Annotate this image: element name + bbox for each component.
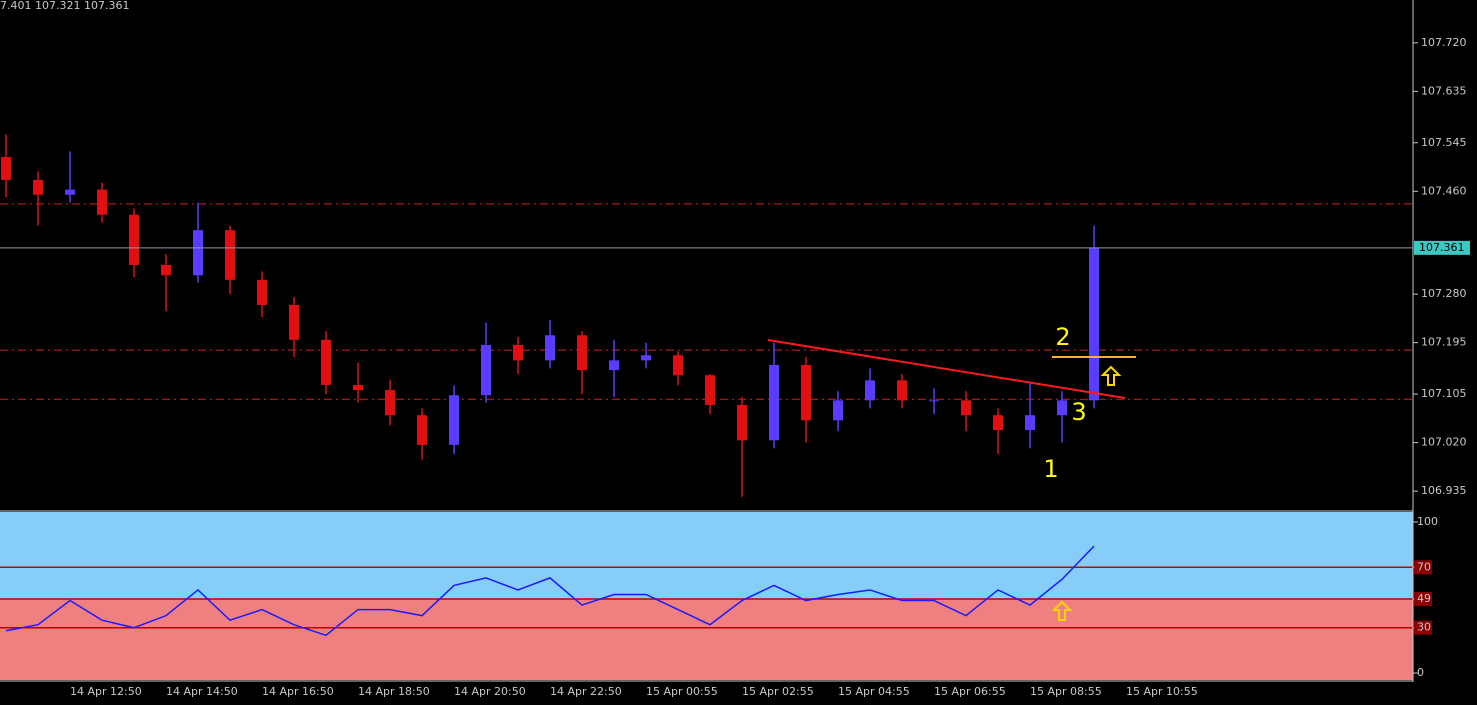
y-tick-label: 100 xyxy=(1417,515,1438,528)
up-arrow xyxy=(1051,600,1073,621)
candle-body xyxy=(1,157,11,180)
candle-body xyxy=(513,344,523,361)
level-label-box xyxy=(1414,560,1432,575)
candle-body xyxy=(225,230,235,280)
x-tick-label: 14 Apr 16:50 xyxy=(262,685,334,698)
y-tick-label: 107.195 xyxy=(1421,336,1467,349)
candle-body xyxy=(385,390,395,416)
y-tick-label: 49 xyxy=(1417,592,1431,605)
x-tick-label: 15 Apr 06:55 xyxy=(934,685,1006,698)
rsi-line xyxy=(5,545,1095,637)
y-tick-label: 107.105 xyxy=(1421,387,1467,400)
candle-body xyxy=(289,304,299,340)
x-tick-label: 15 Apr 08:55 xyxy=(1030,685,1102,698)
candle-body xyxy=(897,380,907,401)
candle-body xyxy=(641,355,651,361)
wave-label: 2 xyxy=(1055,323,1070,351)
candle-body xyxy=(545,335,555,361)
x-tick-label: 15 Apr 02:55 xyxy=(742,685,814,698)
x-tick-label: 14 Apr 18:50 xyxy=(358,685,430,698)
header-prices: 7.401 107.321 107.361 xyxy=(0,0,129,12)
candle-body xyxy=(353,384,363,391)
candle-body xyxy=(129,214,139,265)
x-tick-label: 14 Apr 14:50 xyxy=(166,685,238,698)
candle-body xyxy=(673,355,683,376)
trendline xyxy=(767,339,1126,399)
candle-body xyxy=(417,415,427,445)
candle-body xyxy=(1025,415,1035,431)
x-tick-label: 14 Apr 20:50 xyxy=(454,685,526,698)
oversold-zone xyxy=(0,599,1413,680)
x-tick-label: 15 Apr 10:55 xyxy=(1126,685,1198,698)
x-tick-label: 15 Apr 00:55 xyxy=(646,685,718,698)
x-tick-label: 15 Apr 04:55 xyxy=(838,685,910,698)
y-tick-label: 106.935 xyxy=(1421,484,1467,497)
level-label-box xyxy=(1414,620,1432,635)
y-tick-label: 0 xyxy=(1417,666,1424,679)
candle-body xyxy=(769,364,779,441)
candle-body xyxy=(961,400,971,416)
rsi-panel xyxy=(0,512,1413,680)
candle-body xyxy=(321,339,331,385)
y-tick-label: 70 xyxy=(1417,560,1431,573)
y-tick-label: 107.635 xyxy=(1421,84,1467,97)
x-tick-label: 14 Apr 22:50 xyxy=(550,685,622,698)
y-tick-label: 107.460 xyxy=(1421,184,1467,197)
candle-body xyxy=(801,364,811,421)
candle-body xyxy=(609,360,619,371)
wave-label: 1 xyxy=(1043,455,1058,483)
y-tick-label: 107.545 xyxy=(1421,136,1467,149)
candle-body xyxy=(161,264,171,276)
candle-body xyxy=(65,189,75,195)
candle-body xyxy=(1057,400,1067,416)
y-tick-label: 30 xyxy=(1417,621,1431,634)
candle-body xyxy=(481,344,491,396)
up-arrow xyxy=(1100,365,1122,386)
y-tick-label: 107.720 xyxy=(1421,36,1467,49)
candle-body xyxy=(449,395,459,445)
plot-area xyxy=(0,134,1413,637)
y-tick-label: 107.280 xyxy=(1421,287,1467,300)
current-price-label: 107.361 xyxy=(1419,241,1465,254)
current-price-box xyxy=(1414,240,1470,255)
candle-body xyxy=(257,279,267,305)
candle-body xyxy=(737,404,747,441)
candle-body xyxy=(1089,247,1099,401)
candle-body xyxy=(97,189,107,215)
level-label-box xyxy=(1414,592,1432,607)
x-tick-label: 14 Apr 12:50 xyxy=(70,685,142,698)
candle-body xyxy=(33,179,43,195)
candle-body xyxy=(193,230,203,276)
candle-body xyxy=(993,415,1003,431)
candle-body xyxy=(705,375,715,405)
wave-label: 3 xyxy=(1071,398,1086,426)
overbought-zone xyxy=(0,512,1413,600)
candle-body xyxy=(833,400,843,421)
candle-body xyxy=(865,380,875,401)
candle-body xyxy=(929,400,939,402)
y-tick-label: 107.020 xyxy=(1421,436,1467,449)
candle-body xyxy=(577,335,587,371)
